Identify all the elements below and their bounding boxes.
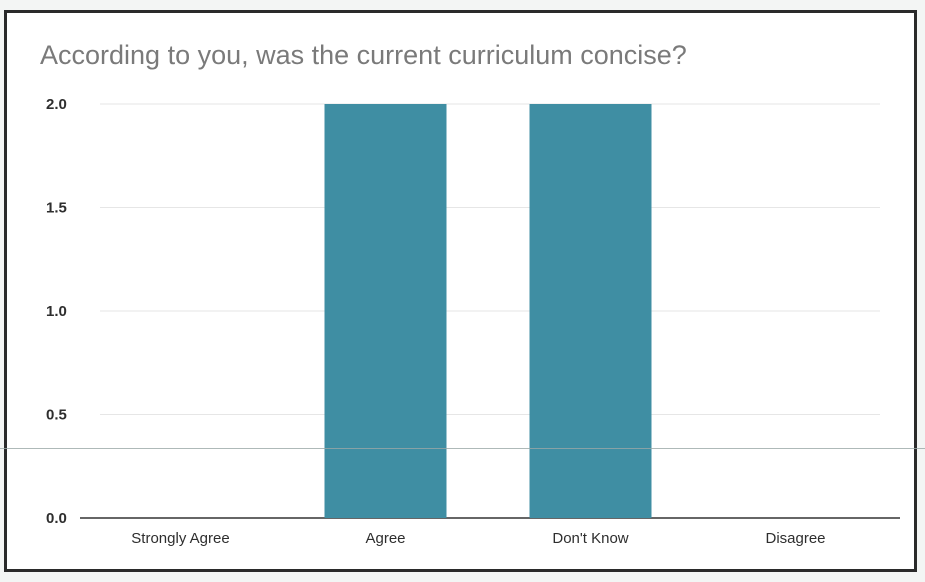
x-category-label: Strongly Agree [131,530,229,547]
chart-title: According to you, was the current curric… [40,40,687,70]
x-category-label: Disagree [765,530,825,547]
x-category-label: Don't Know [552,530,628,547]
x-category-label: Agree [365,530,405,547]
y-tick-label: 0.5 [46,407,67,424]
scan-artifact-line [0,448,925,449]
y-tick-label: 2.0 [46,96,67,113]
bar-agree [324,104,447,518]
y-tick-label: 0.0 [46,510,67,527]
bar-don-t-know [529,104,652,518]
y-tick-label: 1.0 [46,303,67,320]
y-tick-label: 1.5 [46,200,67,217]
